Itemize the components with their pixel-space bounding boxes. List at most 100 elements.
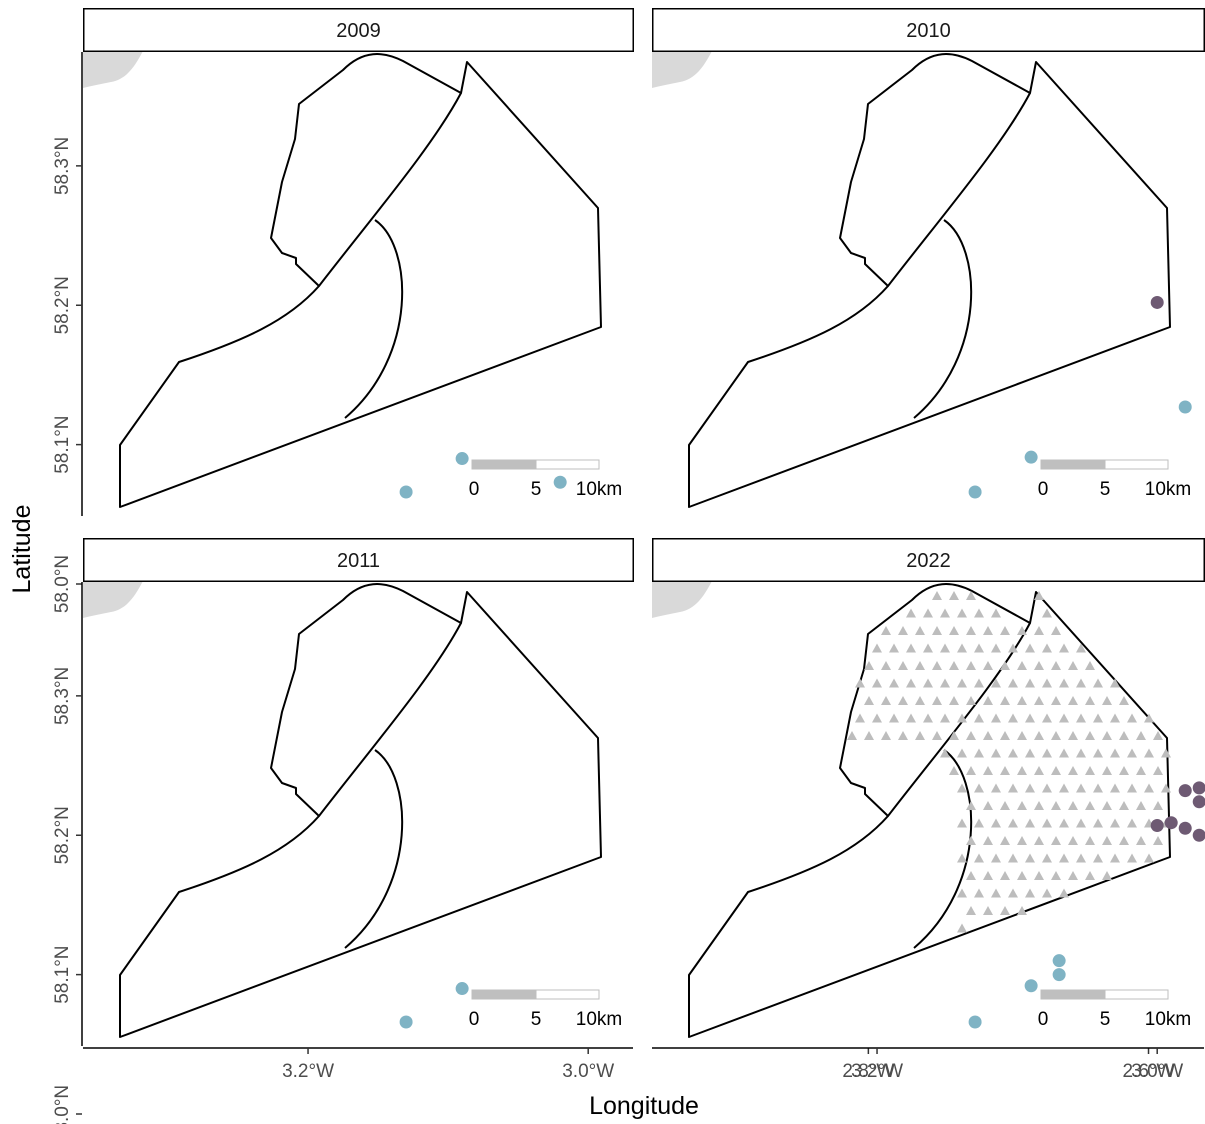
grid-point-triangle	[932, 591, 942, 600]
grid-point-triangle	[1025, 643, 1035, 653]
panel-body	[83, 52, 791, 508]
y-tick-label: 58.0°N	[52, 1085, 73, 1124]
grid-point-triangle	[1017, 731, 1027, 740]
grid-point-triangle	[1034, 766, 1044, 775]
grid-point-triangle	[1051, 801, 1061, 810]
grid-point-triangle	[991, 608, 1001, 618]
y-axis-title: Latitude	[8, 505, 36, 594]
grid-point-triangle	[1025, 783, 1035, 793]
grid-point-triangle	[974, 818, 984, 828]
grid-point-triangle	[949, 766, 959, 775]
grid-point-triangle	[1076, 713, 1086, 723]
point-zone-south	[652, 961, 665, 974]
north-east-divider	[887, 622, 1031, 817]
grid-point-triangle	[991, 713, 1001, 723]
grid-point-triangle	[949, 696, 959, 705]
grid-point-triangle	[898, 696, 908, 705]
grid-point-triangle	[1085, 871, 1095, 880]
grid-point-triangle	[1000, 696, 1010, 705]
grid-point-triangle	[949, 626, 959, 635]
point-zone-north	[1178, 821, 1192, 835]
grid-point-triangle	[1034, 731, 1044, 740]
scalebar-segment-empty	[535, 989, 600, 1000]
survey-boundary	[119, 583, 602, 1038]
grid-point-triangle	[991, 818, 1001, 828]
grid-point-triangle	[1025, 713, 1035, 723]
grid-point-triangle	[974, 608, 984, 618]
grid-point-triangle	[1017, 696, 1027, 705]
grid-point-triangle	[1042, 888, 1052, 898]
grid-point-triangle	[1051, 766, 1061, 775]
grid-point-triangle	[872, 713, 882, 723]
grid-point-triangle	[974, 853, 984, 863]
grid-point-triangle	[932, 626, 942, 635]
point-zone-south	[1024, 979, 1038, 993]
grid-point-triangle	[983, 766, 993, 775]
scalebar-label: 5	[531, 1009, 542, 1030]
grid-point-triangle	[983, 871, 993, 880]
grid-point-triangle	[906, 713, 916, 723]
grid-point-triangle	[1034, 626, 1044, 635]
grid-point-triangle	[983, 626, 993, 635]
grid-point-triangle	[1017, 906, 1027, 915]
grid-point-triangle	[1059, 643, 1069, 653]
grid-point-triangle	[966, 661, 976, 670]
grid-point-triangle	[1042, 748, 1052, 758]
grid-point-triangle	[1085, 731, 1095, 740]
grid-point-triangle	[1076, 853, 1086, 863]
grid-point-triangle	[983, 836, 993, 845]
grid-point-triangle	[1008, 748, 1018, 758]
north-east-divider	[318, 92, 462, 287]
land-polygon	[652, 52, 712, 88]
grid-point-triangle	[1068, 766, 1078, 775]
grid-point-triangle	[906, 643, 916, 653]
grid-point-triangle	[966, 906, 976, 915]
grid-point-triangle	[1068, 696, 1078, 705]
scalebar-label: 0	[469, 1009, 480, 1030]
grid-point-triangle	[949, 731, 959, 740]
grid-point-triangle	[1068, 801, 1078, 810]
grid-point-triangle	[1008, 643, 1018, 653]
grid-point-triangle	[1051, 836, 1061, 845]
land-polygon	[652, 582, 712, 618]
grid-point-triangle	[1042, 853, 1052, 863]
grid-point-triangle	[949, 661, 959, 670]
grid-point-triangle	[1034, 661, 1044, 670]
point-zone-north	[1150, 295, 1164, 309]
point-zone-south	[455, 452, 469, 466]
y-tick-label: 58.2°N	[52, 806, 73, 864]
grid-point-triangle	[983, 731, 993, 740]
grid-point-triangle	[923, 643, 933, 653]
point-zone-north	[1164, 816, 1178, 830]
grid-point-triangle	[1034, 801, 1044, 810]
point-zone-north	[1192, 828, 1205, 842]
grid-point-triangle	[1076, 643, 1086, 653]
grid-point-triangle	[1008, 888, 1018, 898]
point-zone-south	[1052, 968, 1066, 982]
grid-point-triangle	[915, 731, 925, 740]
grid-point-triangle	[1085, 696, 1095, 705]
map-panel-2009: 2009 0 5 10km	[83, 8, 791, 508]
land-polygon	[83, 52, 143, 88]
grid-point-triangle	[1051, 696, 1061, 705]
point-zone-north	[778, 176, 791, 189]
grid-point-triangle	[1051, 871, 1061, 880]
y-tick-label: 58.0°N	[52, 555, 73, 613]
grid-point-triangle	[1076, 783, 1086, 793]
grid-point-triangle	[966, 871, 976, 880]
grid-point-triangle	[957, 608, 967, 618]
grid-point-triangle	[881, 696, 891, 705]
point-zone-south	[968, 485, 982, 499]
scalebar-label: 5	[531, 479, 542, 500]
grid-point-triangle	[974, 713, 984, 723]
grid-point-triangle	[1093, 748, 1103, 758]
grid-point-triangle	[974, 678, 984, 688]
grid-point-triangle	[864, 696, 874, 705]
grid-point-triangle	[991, 783, 1001, 793]
grid-point-triangle	[1042, 713, 1052, 723]
point-zone-south	[1052, 954, 1066, 968]
point-zone-south	[399, 1015, 413, 1029]
grid-point-triangle	[1110, 818, 1120, 828]
grid-point-triangle	[855, 713, 865, 723]
grid-point-triangle	[1144, 783, 1154, 793]
